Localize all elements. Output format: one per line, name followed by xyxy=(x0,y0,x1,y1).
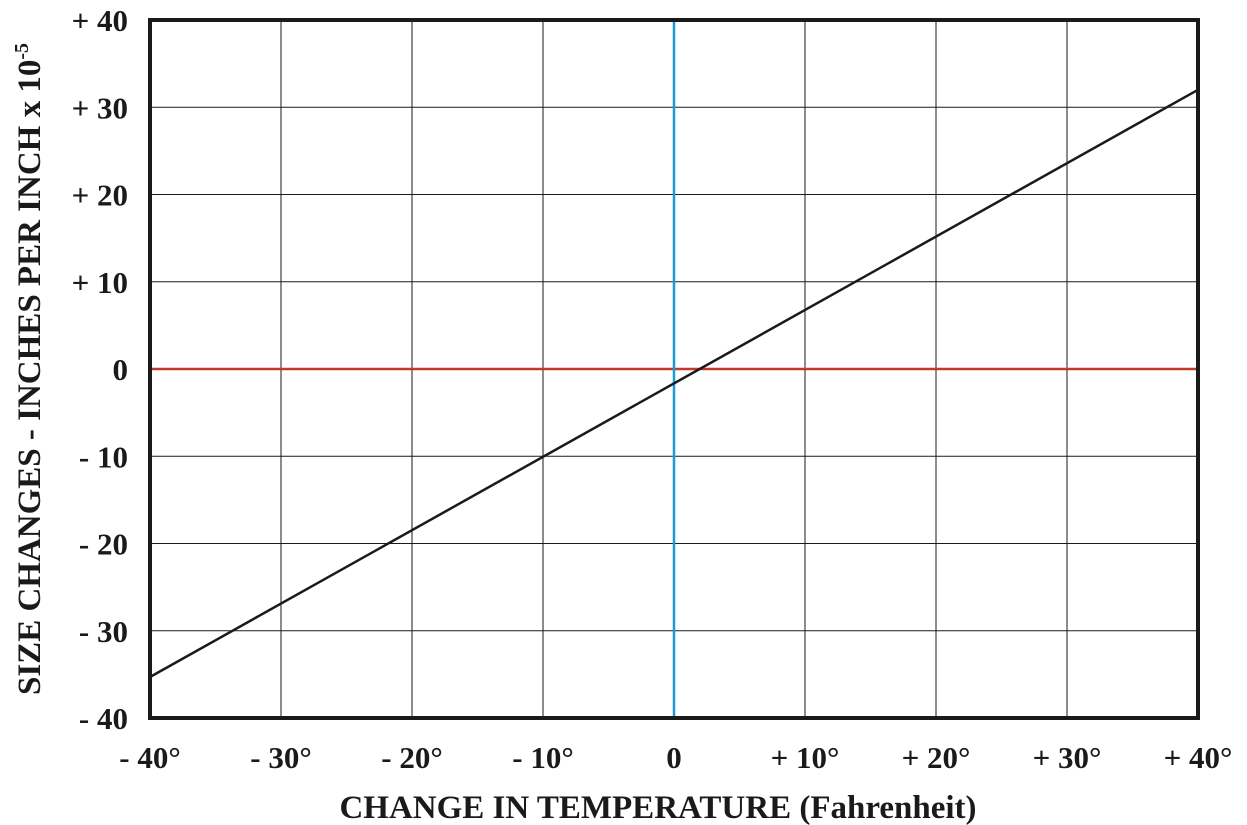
y-tick-label: + 30 xyxy=(72,90,128,125)
x-tick-labels: - 40° - 30° - 20° - 10° 0 + 10° + 20° + 30° + 40… xyxy=(119,740,1232,775)
reference-lines xyxy=(150,20,1198,718)
series xyxy=(149,88,1199,679)
x-tick-label: + 10° xyxy=(771,740,840,775)
series-line xyxy=(149,88,1199,679)
x-tick-label: - 40° xyxy=(119,740,180,775)
y-tick-label: - 10 xyxy=(79,439,128,474)
y-axis-title-text: SIZE CHANGES - INCHES PER INCH x 10 xyxy=(12,60,48,695)
y-tick-label: + 40 xyxy=(72,3,128,38)
plot-frame xyxy=(148,18,1200,720)
y-tick-label: - 40 xyxy=(79,701,128,736)
x-tick-label: 0 xyxy=(666,740,682,775)
y-axis-title: SIZE CHANGES - INCHES PER INCH x 10-5 xyxy=(11,43,48,695)
x-tick-label: - 10° xyxy=(512,740,573,775)
y-tick-labels: + 40 + 30 + 20 + 10 0 - 10 - 20 - 30 - 40 xyxy=(72,3,128,736)
x-tick-label: + 20° xyxy=(902,740,971,775)
y-tick-label: - 20 xyxy=(79,527,128,562)
x-tick-label: - 20° xyxy=(381,740,442,775)
y-tick-label: - 30 xyxy=(79,614,128,649)
x-tick-label: - 30° xyxy=(250,740,311,775)
y-tick-label: 0 xyxy=(113,352,129,387)
x-tick-label: + 40° xyxy=(1164,740,1233,775)
x-axis-title: CHANGE IN TEMPERATURE (Fahrenheit) xyxy=(339,790,976,825)
y-tick-label: + 10 xyxy=(72,265,128,300)
y-tick-label: + 20 xyxy=(72,178,128,213)
x-tick-label: + 30° xyxy=(1033,740,1102,775)
y-axis-title-superscript: -5 xyxy=(11,43,33,60)
